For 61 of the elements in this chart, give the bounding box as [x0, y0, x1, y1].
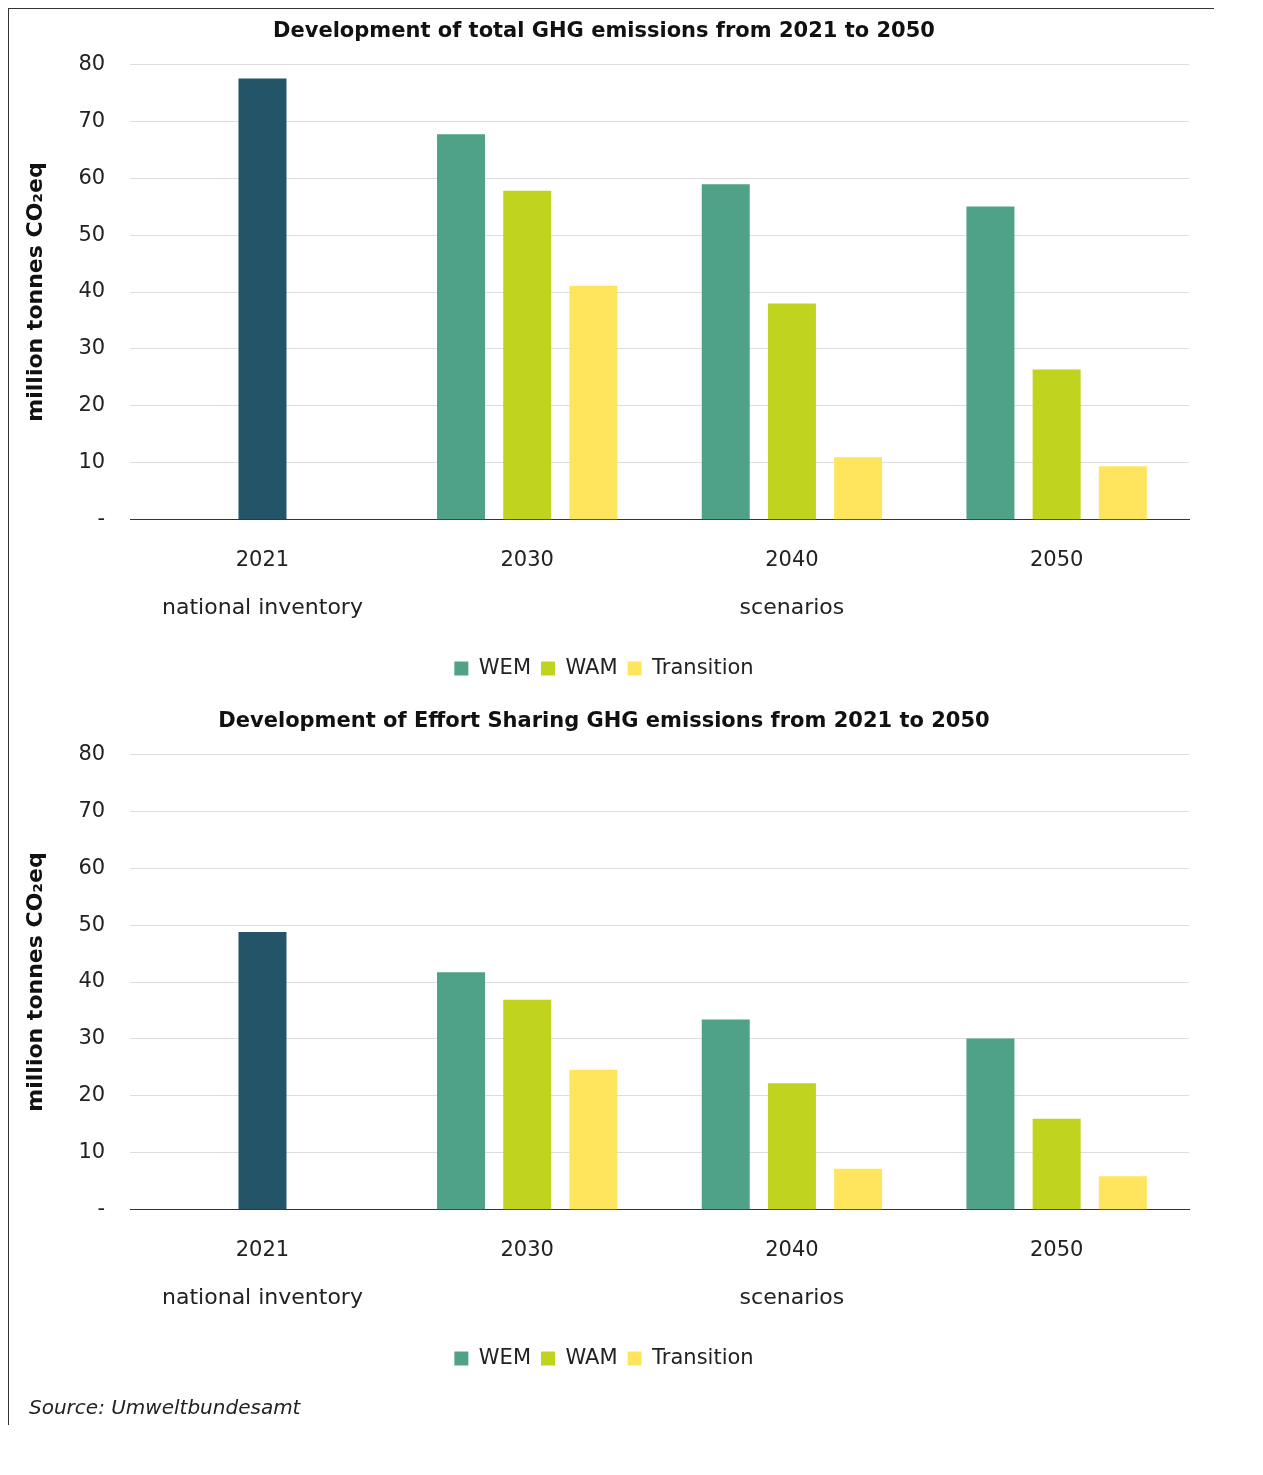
bar — [437, 134, 486, 520]
chart-title: Development of total GHG emissions from 2021 to 2050 — [273, 18, 935, 43]
bar — [1032, 1118, 1081, 1210]
y-tick-label: - — [97, 1196, 106, 1221]
bar — [701, 1019, 750, 1210]
bar — [569, 1069, 618, 1210]
bar — [437, 972, 486, 1210]
y-tick-label: 40 — [78, 278, 106, 303]
text: scenarios — [739, 1283, 845, 1309]
legend-label: WAM — [565, 1344, 618, 1369]
source-note: Source: Umweltbundesamt — [28, 1394, 302, 1421]
bar — [238, 78, 287, 520]
y-axis-title: million tonnes CO₂eq — [21, 852, 47, 1112]
y-axis-title: million tonnes CO₂eq — [21, 162, 47, 422]
y-tick-label: 10 — [78, 1139, 106, 1164]
y-tick-label: 60 — [78, 164, 106, 189]
x-tick-label: 2050 — [1029, 1236, 1084, 1261]
text: national inventory — [162, 1283, 363, 1309]
text: scenarios — [739, 593, 845, 619]
y-tick-label: 40 — [78, 968, 106, 993]
legend-label: Transition — [651, 654, 754, 679]
legend-label: Transition — [651, 1344, 754, 1369]
x-tick-label: 2040 — [765, 1236, 819, 1261]
bar — [1098, 466, 1147, 520]
y-tick-label: 80 — [78, 50, 106, 75]
bar — [238, 931, 287, 1210]
legend-label: WEM — [478, 654, 531, 679]
bar — [503, 190, 552, 520]
x-tick-label: 2021 — [235, 1236, 290, 1261]
y-tick-label: 50 — [78, 911, 106, 936]
x-tick-label: 2050 — [1029, 546, 1084, 571]
legend-label: WEM — [478, 1344, 531, 1369]
x-tick-label: 2040 — [765, 546, 819, 571]
bar — [966, 206, 1015, 520]
x-tick-label: 2030 — [500, 1236, 554, 1261]
y-tick-label: 10 — [78, 449, 106, 474]
y-tick-label: 50 — [78, 221, 106, 246]
x-tick-label: 2030 — [500, 546, 554, 571]
legend-label: WAM — [565, 654, 618, 679]
x-tick-label: 2021 — [235, 546, 290, 571]
y-tick-label: 30 — [78, 335, 106, 360]
bar — [767, 303, 816, 520]
y-tick-label: 60 — [78, 854, 106, 879]
y-tick-label: 30 — [78, 1025, 106, 1050]
bar — [1032, 369, 1081, 520]
y-tick-label: 20 — [78, 392, 106, 417]
bar — [503, 999, 552, 1210]
y-tick-label: 70 — [78, 797, 106, 822]
bar — [834, 457, 883, 520]
y-tick-label: 80 — [78, 740, 106, 765]
bar — [569, 285, 618, 520]
y-tick-label: 70 — [78, 107, 106, 132]
bar — [767, 1083, 816, 1210]
bar — [834, 1168, 883, 1210]
text: national inventory — [162, 593, 363, 619]
bar — [1098, 1176, 1147, 1210]
chart-title: Development of Effort Sharing GHG emissions from 2021 to 2050 — [218, 708, 990, 733]
bar — [701, 184, 750, 520]
bar — [966, 1038, 1015, 1210]
y-tick-label: - — [97, 506, 106, 531]
y-tick-label: 20 — [78, 1082, 106, 1107]
